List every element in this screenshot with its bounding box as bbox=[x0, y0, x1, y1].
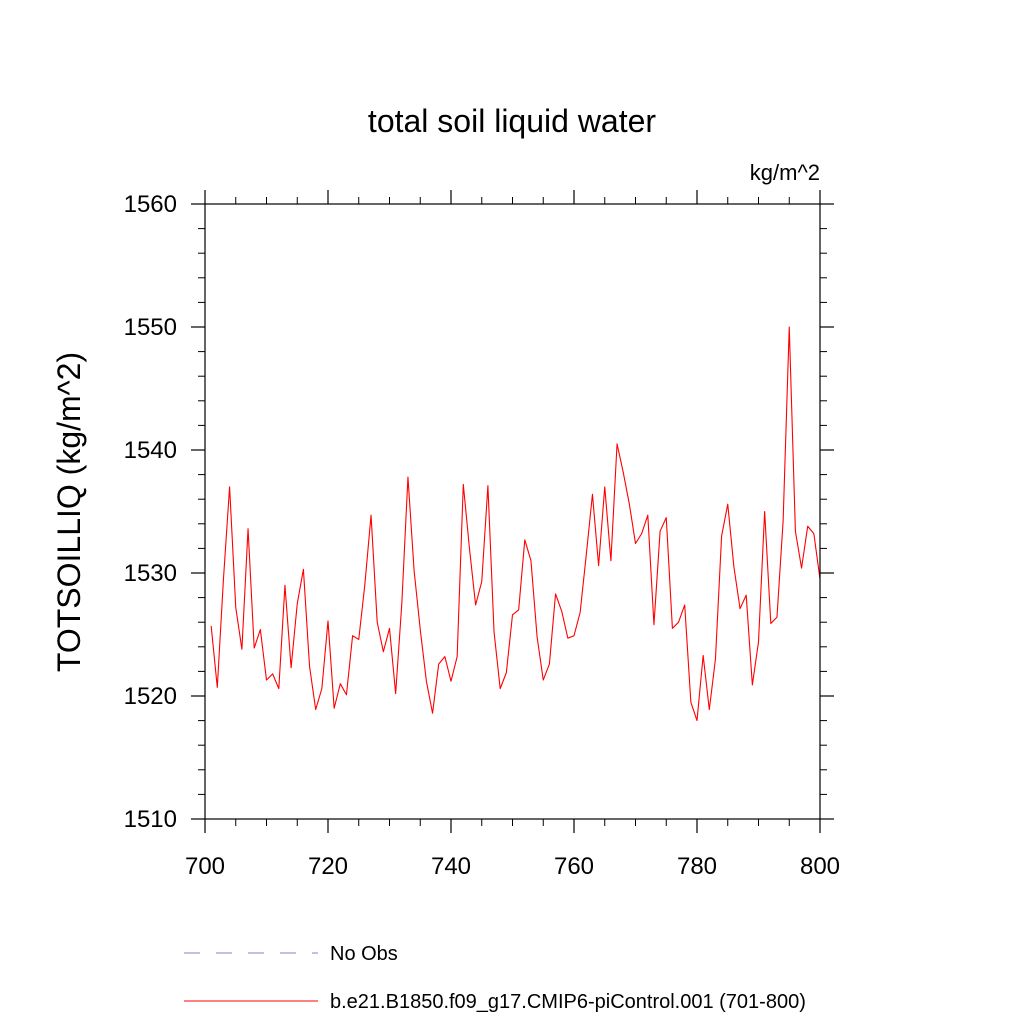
y-axis-label: TOTSOILLIQ (kg/m^2) bbox=[51, 352, 87, 672]
chart-title: total soil liquid water bbox=[368, 103, 656, 139]
y-tick-label: 1540 bbox=[124, 437, 177, 464]
x-tick-label: 780 bbox=[677, 853, 717, 880]
series-layer bbox=[210, 326, 821, 722]
legend-label-picontrol: b.e21.B1850.f09_g17.CMIP6-piControl.001 … bbox=[330, 991, 806, 1013]
y-tick-label: 1560 bbox=[124, 191, 177, 218]
legend-label-no-obs: No Obs bbox=[330, 943, 398, 965]
series-line-1 bbox=[210, 326, 821, 722]
x-tick-label: 740 bbox=[431, 853, 471, 880]
y-tick-labels: 1510 1520 1530 1540 1550 1560 bbox=[124, 191, 177, 833]
x-tick-labels: 700 720 740 760 780 800 bbox=[185, 853, 840, 880]
y-tick-label: 1520 bbox=[124, 683, 177, 710]
plot-frame bbox=[204, 203, 821, 820]
units-label: kg/m^2 bbox=[750, 160, 820, 185]
x-tick-label: 760 bbox=[554, 853, 594, 880]
y-tick-label: 1510 bbox=[124, 806, 177, 833]
y-tick-label: 1530 bbox=[124, 560, 177, 587]
legend: No Obs b.e21.B1850.f09_g17.CMIP6-piContr… bbox=[184, 943, 806, 1013]
x-tick-label: 800 bbox=[800, 853, 840, 880]
y-tick-label: 1550 bbox=[124, 314, 177, 341]
minor-ticks bbox=[198, 197, 827, 826]
x-tick-label: 700 bbox=[185, 853, 225, 880]
x-tick-label: 720 bbox=[308, 853, 348, 880]
major-ticks bbox=[191, 190, 834, 833]
